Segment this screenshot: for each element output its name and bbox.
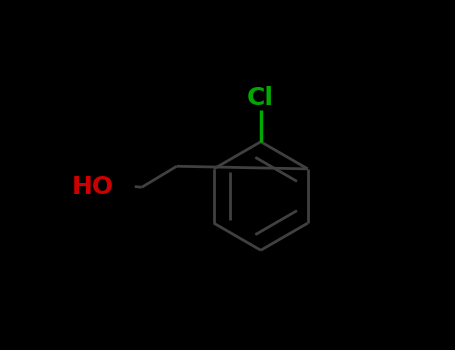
Text: Cl: Cl [247, 85, 274, 110]
Text: HO: HO [71, 175, 114, 198]
